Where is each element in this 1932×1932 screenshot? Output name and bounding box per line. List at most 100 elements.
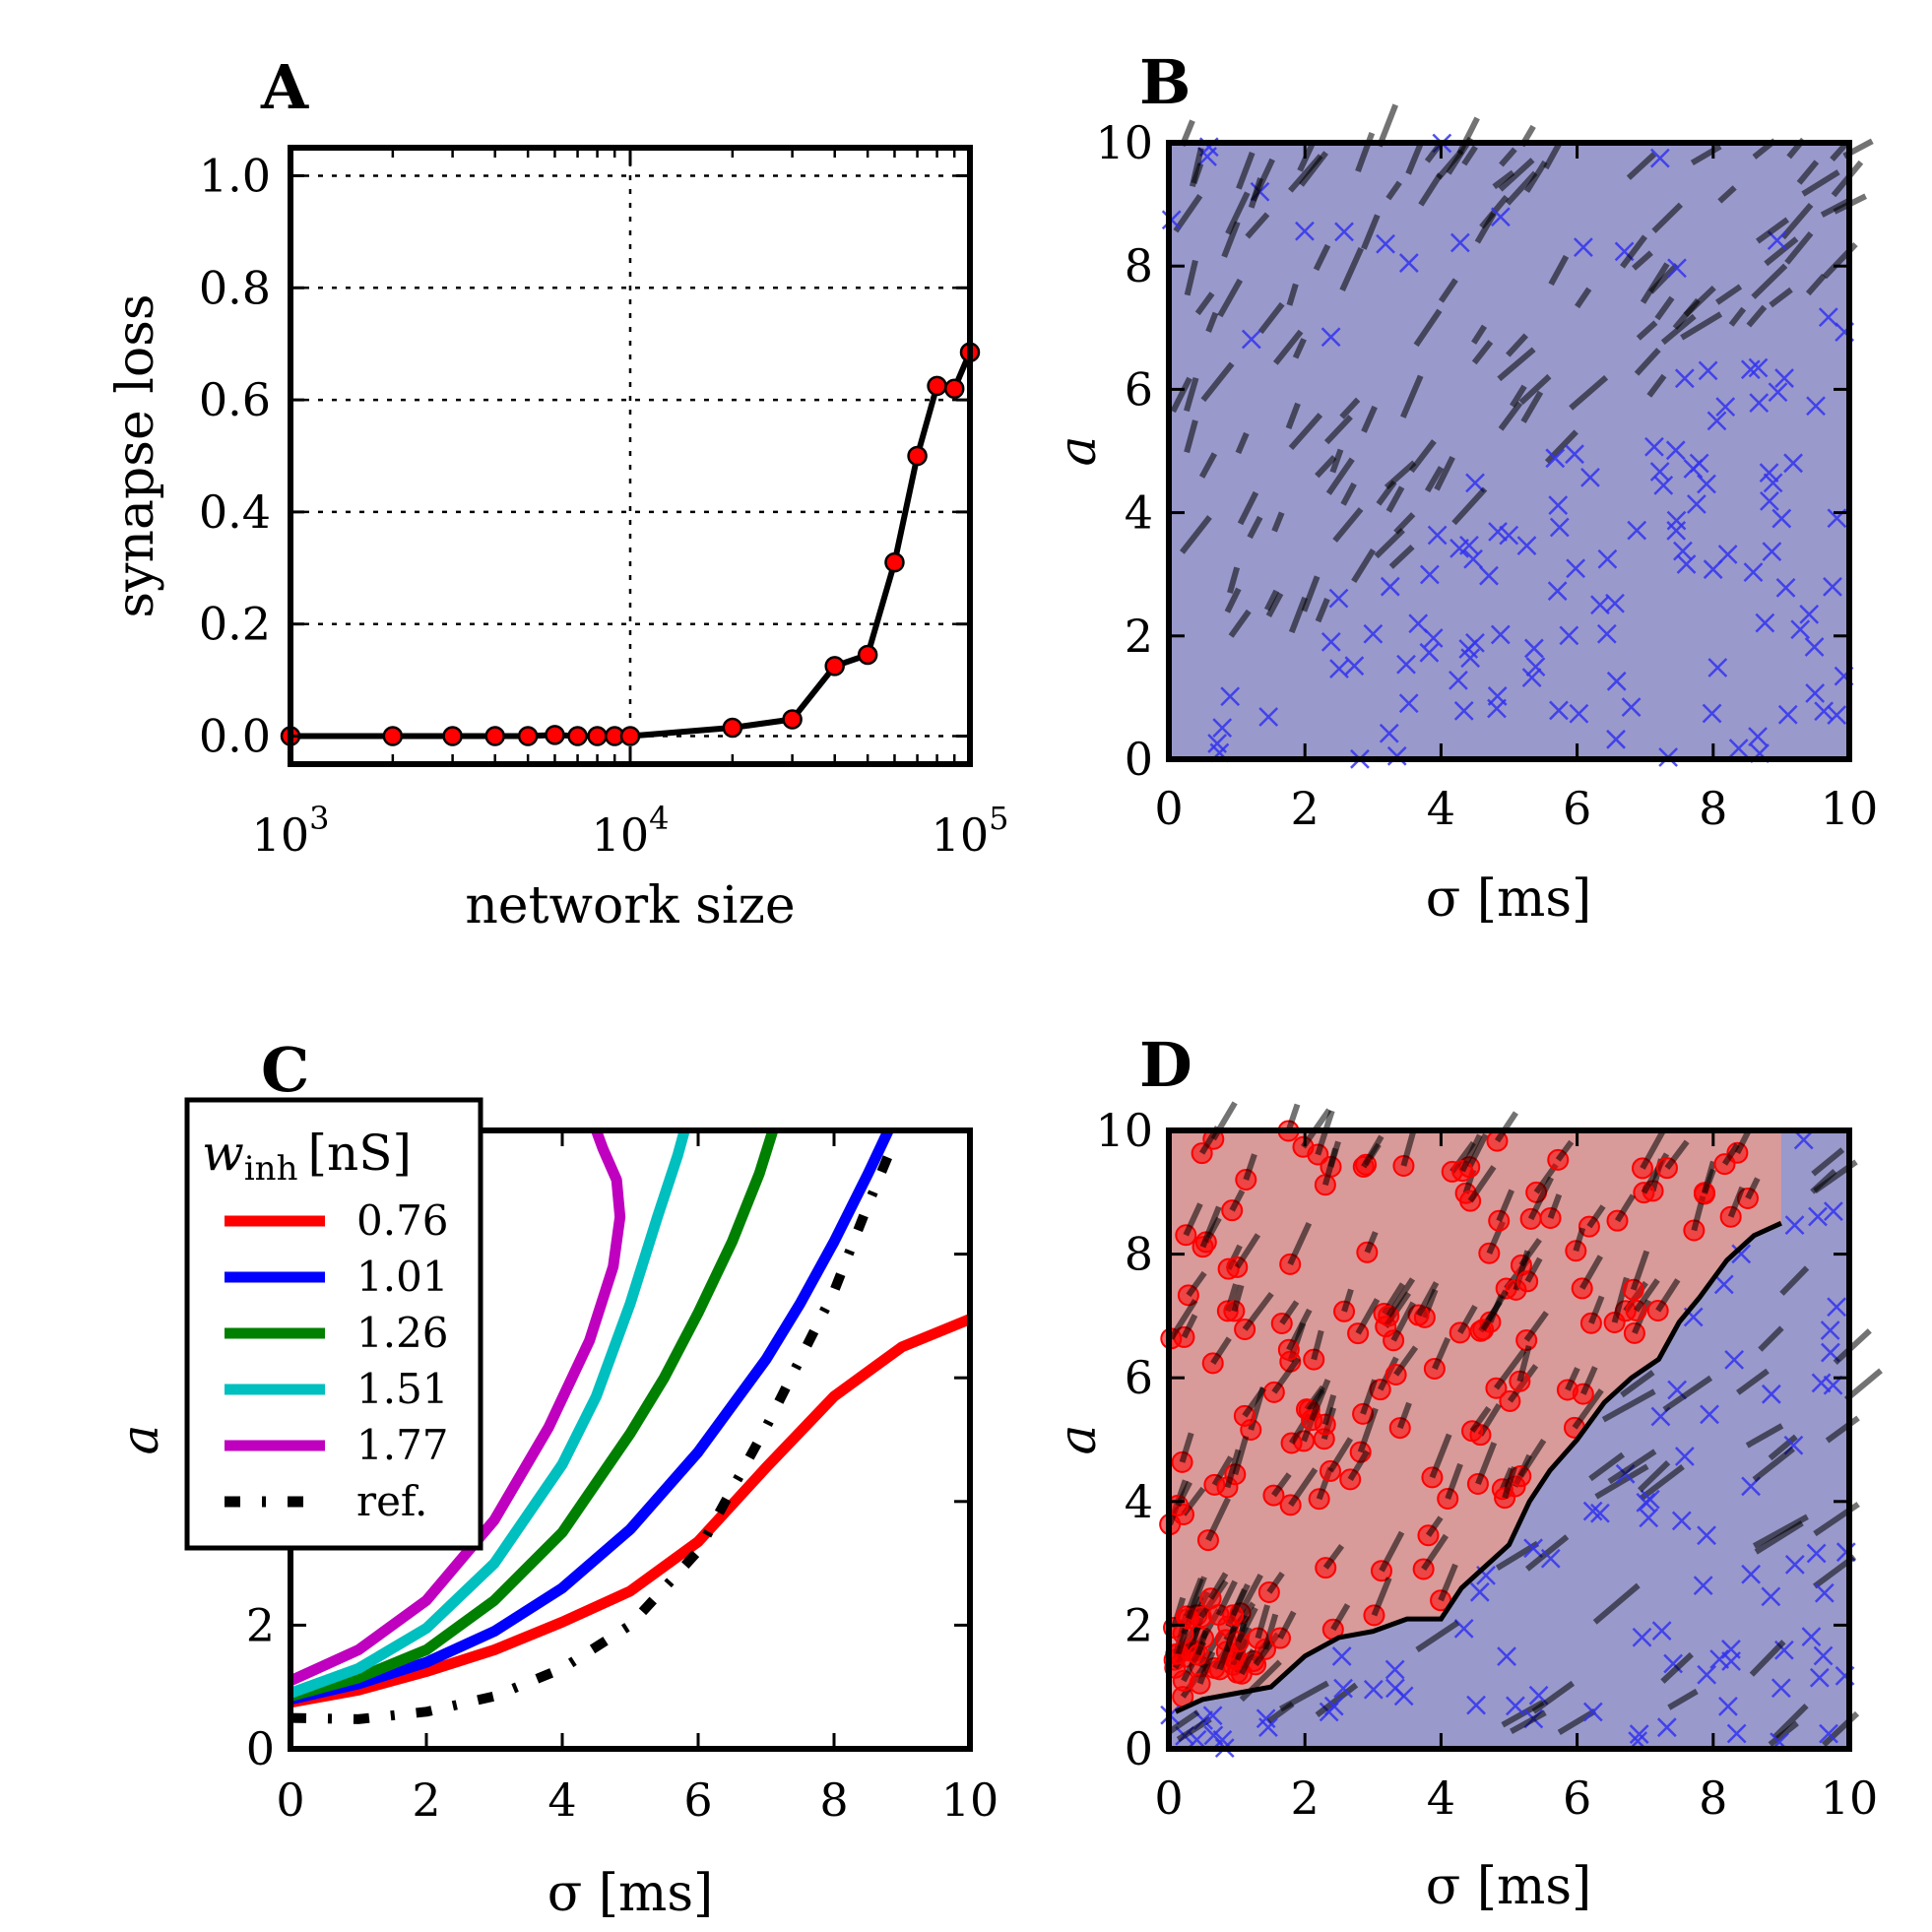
x-marker: [1582, 1501, 1603, 1521]
trajectory-segment: [1496, 1189, 1514, 1222]
trajectory-segment: [1360, 1379, 1378, 1415]
trajectory-segment: [1480, 1289, 1509, 1331]
trajectory-segment: [1229, 1189, 1246, 1212]
trajectory-segment: [1184, 376, 1199, 413]
x-marker: [1449, 671, 1468, 690]
x-marker: [1804, 637, 1825, 657]
trajectory-segment: [1183, 1202, 1203, 1237]
trajectory-segment: [1586, 1204, 1606, 1229]
x-marker: [1490, 207, 1511, 227]
trajectory-segment: [1426, 1515, 1444, 1537]
x-marker: [1697, 474, 1716, 494]
trajectory-segment: [1168, 1299, 1198, 1340]
trajectory-segment: [1516, 1344, 1532, 1383]
panel-d-ticks: 0 2 4 6 8 10 2 4 6 8 10 0: [1095, 1104, 1878, 1825]
x-marker: [1740, 359, 1761, 380]
x-marker: [1329, 659, 1349, 678]
panel-b-marks: [1161, 103, 1874, 769]
trajectory-segment: [1749, 1640, 1786, 1677]
x-marker: [1651, 1621, 1672, 1641]
x-marker: [1427, 525, 1448, 546]
tick-label-x: 103: [252, 800, 330, 862]
x-marker: [1697, 1525, 1716, 1546]
x-marker: [1453, 1618, 1474, 1639]
trajectory-segment: [1510, 384, 1527, 408]
panel-d-frame: [1166, 1127, 1852, 1752]
x-marker: [1516, 536, 1537, 555]
data-point: [857, 644, 878, 666]
trajectory-segment: [1751, 263, 1788, 299]
tick-label-y: 2: [1125, 610, 1153, 663]
trajectory-segment: [1262, 1613, 1279, 1650]
trajectory-segment: [1690, 144, 1722, 166]
trajectory-segment: [1286, 283, 1299, 306]
trajectory-segment: [1247, 515, 1263, 540]
panel-a-grid: [289, 148, 972, 764]
trajectory-segment: [1400, 1128, 1417, 1167]
data-point: [545, 725, 565, 745]
trajectory-segment: [1756, 217, 1790, 244]
tick-label-x: 6: [1563, 782, 1591, 835]
trajectory-segment: [1651, 202, 1684, 233]
trajectory-segment: [1638, 1459, 1671, 1493]
series-line-1.01: [289, 1127, 894, 1706]
x-marker: [1823, 1375, 1843, 1395]
trajectory-segment: [1321, 1147, 1339, 1187]
trajectory-segment: [1494, 1348, 1527, 1390]
x-marker: [1707, 658, 1728, 677]
trajectory-segment: [1198, 452, 1218, 479]
trajectory-segment: [1662, 1375, 1713, 1413]
trajectory-segment: [1717, 185, 1737, 204]
x-marker: [1258, 1717, 1278, 1738]
trajectory-segment: [1184, 259, 1198, 296]
trajectory-segment: [1745, 1423, 1784, 1449]
x-marker: [1408, 613, 1429, 634]
panel-c-letter: C: [261, 1034, 309, 1106]
x-marker: [1333, 1678, 1353, 1699]
x-marker: [1749, 393, 1770, 414]
x-marker: [1718, 1696, 1738, 1716]
trajectory-segment: [1236, 152, 1256, 190]
trajectory-segment: [1396, 1401, 1412, 1430]
trajectory-segment: [1727, 1186, 1746, 1218]
data-point: [587, 726, 608, 746]
panel-a-ticks: 0.0 0.2 0.4 0.6 0.8 1.0 103 104 105: [199, 148, 1008, 862]
tick-label-x: 6: [1563, 1771, 1591, 1825]
tick-label-y: 0: [1125, 1722, 1153, 1775]
panel-c-ylabel: a: [111, 1424, 170, 1454]
trajectory-segment: [1228, 609, 1252, 638]
trajectory-segment: [1237, 490, 1259, 526]
x-marker: [1523, 1538, 1543, 1559]
x-marker: [1320, 631, 1341, 652]
trajectory-segment: [1227, 566, 1241, 594]
trajectory-segment: [1825, 1415, 1860, 1444]
x-marker: [1460, 648, 1481, 669]
x-marker: [1423, 628, 1444, 648]
trajectory-segment: [1385, 180, 1402, 201]
trajectory-segment: [1523, 1311, 1549, 1342]
trajectory-segment: [1323, 415, 1353, 445]
trajectory-segment: [1626, 152, 1657, 180]
x-marker: [1258, 707, 1279, 727]
tick-label-y: 2: [246, 1598, 275, 1651]
tick-label-y: 0.4: [199, 485, 271, 539]
x-marker: [1724, 1349, 1745, 1370]
x-marker: [1549, 700, 1569, 721]
trajectory-segment: [1221, 221, 1241, 258]
trajectory-segment: [1429, 1433, 1452, 1479]
tick-label-x: 8: [1699, 1771, 1727, 1825]
trajectory-segment: [1339, 246, 1365, 291]
x-marker: [1398, 693, 1419, 714]
trajectory-segment: [1379, 1530, 1405, 1573]
x-marker: [1721, 1651, 1741, 1671]
x-marker: [1621, 697, 1642, 718]
trajectory-segment: [1636, 320, 1658, 341]
x-marker: [1376, 233, 1395, 254]
data-point: [517, 726, 539, 746]
trajectory-segment: [1309, 1379, 1331, 1422]
data-point: [619, 726, 641, 746]
x-marker: [1497, 1646, 1516, 1666]
trajectory-segment: [1393, 1345, 1419, 1377]
trajectory-segment: [1184, 419, 1198, 454]
trajectory-segment: [1588, 1451, 1626, 1482]
